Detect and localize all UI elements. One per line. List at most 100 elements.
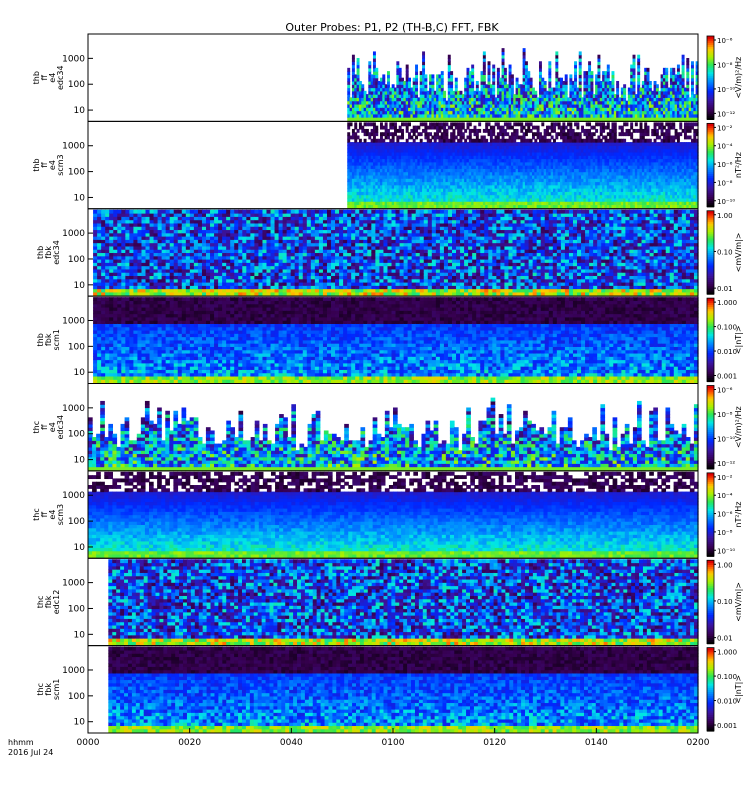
spectrogram-cell xyxy=(354,122,357,126)
spectrogram-cell xyxy=(677,65,680,69)
spectrogram-cell xyxy=(382,74,385,78)
panel-2-spectrogram xyxy=(347,122,698,208)
spectrogram-cell xyxy=(509,65,512,69)
panel-1-spectrogram xyxy=(347,48,698,121)
spectrogram-cell xyxy=(569,122,572,126)
spectrogram-cell xyxy=(633,55,636,59)
spectrogram-cell xyxy=(530,78,533,82)
spectrogram-cell xyxy=(492,65,495,69)
colorbar-tick-label: 10⁻⁶ xyxy=(717,37,733,45)
spectrogram-cell xyxy=(544,81,547,85)
spectrogram-cell xyxy=(637,55,640,59)
spectrogram-cell xyxy=(607,65,610,69)
spectrogram-cell xyxy=(408,122,411,126)
spectrogram-cell xyxy=(565,74,568,78)
spectrogram-cell xyxy=(548,61,551,65)
spectrogram-cell xyxy=(387,71,390,75)
spectrogram-cell xyxy=(462,122,465,126)
figure-title: Outer Probes: P1, P2 (TH-B,C) FFT, FBK xyxy=(285,21,499,34)
y-tick-label: 1000 xyxy=(62,54,85,64)
spectrogram-cell xyxy=(647,68,650,72)
spectrogram-cell xyxy=(504,68,507,72)
colorbar-swatch xyxy=(707,36,714,39)
spectrogram-cell xyxy=(483,51,486,55)
colorbar-tick-label: 10⁻⁸ xyxy=(717,61,733,69)
spectrogram-cell xyxy=(527,71,530,75)
spectrogram-cell xyxy=(448,55,451,59)
spectrogram-cell xyxy=(555,51,558,55)
spectrogram-cell xyxy=(588,61,591,65)
spectrogram-cell xyxy=(424,74,427,78)
spectrogram-cell xyxy=(385,122,388,126)
spectrogram-cell xyxy=(541,122,544,126)
spectrogram-cell xyxy=(511,74,514,78)
spectrogram-cell xyxy=(476,81,479,85)
spectrogram-cell xyxy=(579,51,582,55)
spectrogram-cell xyxy=(626,122,629,126)
colorbar-label: <V/m)²/Hz xyxy=(734,57,743,99)
spectrogram-cell xyxy=(408,78,411,82)
spectrogram-cell xyxy=(595,129,598,133)
spectrogram-cell xyxy=(523,48,526,52)
spectrogram-cell xyxy=(406,65,409,69)
spectrogram-cell xyxy=(443,91,446,95)
spectrogram-cell xyxy=(373,51,376,55)
spectrogram-cell xyxy=(375,68,378,72)
spectrogram-cell xyxy=(502,48,505,52)
spectrogram-cell xyxy=(352,55,355,59)
spectrogram-cell xyxy=(537,126,540,130)
spectrogram-cell xyxy=(665,68,668,72)
spectrogram-cell xyxy=(611,71,614,75)
spectrogram-cell xyxy=(368,61,371,65)
spectrogram-cell xyxy=(525,61,528,65)
spectrogram-cell xyxy=(630,122,633,126)
spectrogram-cell xyxy=(576,122,579,126)
spectrogram-cell xyxy=(488,61,491,65)
spectrogram-cell xyxy=(357,58,360,62)
spectrogram-cell xyxy=(574,61,577,65)
spectrogram-cell xyxy=(375,126,378,130)
spectrogram-cell xyxy=(682,55,685,59)
spectrogram-cell xyxy=(469,122,472,126)
y-tick-label: 10 xyxy=(74,106,86,116)
spectrogram-cell xyxy=(455,78,458,82)
spectrogram-cell xyxy=(686,58,689,62)
spectrogram-cell xyxy=(394,122,397,126)
spectrogram-cell xyxy=(350,122,353,126)
colorbar-tick-label: 10⁻¹⁰ xyxy=(717,86,735,94)
spectrogram-cell xyxy=(597,55,600,59)
spectrogram-cell xyxy=(478,122,481,126)
spectrogram-cell xyxy=(590,71,593,75)
spectrogram-cell xyxy=(431,74,434,78)
spectrogram-cell xyxy=(471,65,474,69)
spectrogram-cell xyxy=(539,61,542,65)
spectrogram-cell xyxy=(607,122,610,126)
spectrogram-cell xyxy=(347,68,350,72)
spectrogram-cell xyxy=(649,81,652,85)
spectrogram-cell xyxy=(691,61,694,65)
spectrogram-cell xyxy=(361,84,364,88)
spectrogram-cell xyxy=(415,65,418,69)
spectrogram-cell xyxy=(401,129,404,133)
spectrogram-cell xyxy=(672,68,675,72)
spectrogram-cell xyxy=(478,129,481,133)
spectrogram-cell xyxy=(497,68,500,72)
spectrogram-cell xyxy=(422,51,425,55)
spectrogram-cell xyxy=(516,129,519,133)
spectrogram-cell xyxy=(450,71,453,75)
spectrogram-cell xyxy=(623,84,626,88)
spectrogram-cell xyxy=(534,91,537,95)
spectrogram-cell xyxy=(614,122,617,126)
spectrogram-cell xyxy=(399,68,402,72)
spectrogram-cell xyxy=(569,74,572,78)
spectrogram-cell xyxy=(516,78,519,82)
spectrogram-cell xyxy=(616,81,619,85)
spectrogram-cell xyxy=(656,84,659,88)
y-tick-label: 100 xyxy=(68,80,85,90)
